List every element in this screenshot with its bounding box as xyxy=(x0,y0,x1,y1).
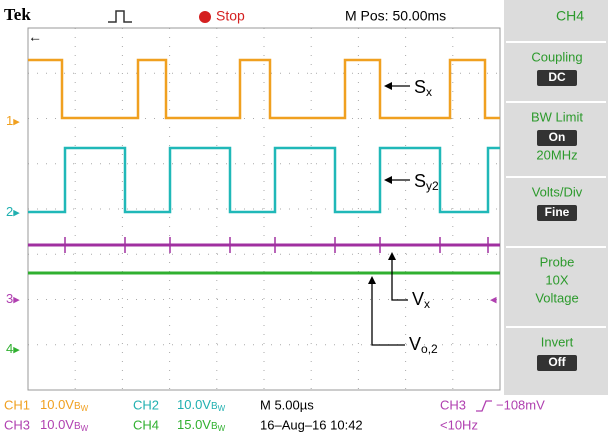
status: Stop xyxy=(216,8,245,24)
menu-value: Fine xyxy=(545,205,570,219)
ch-label: CH3 xyxy=(4,417,30,432)
scope-screen: Tek Stop M Pos: 50.00ms CH4 ← 1▸ 2▸ 3▸ 4… xyxy=(0,0,608,439)
menu-value: On xyxy=(549,130,566,144)
scale: 15.0V xyxy=(177,417,211,432)
menu-value: DC xyxy=(548,70,566,84)
ch1-marker: 1▸ xyxy=(6,113,20,128)
menu-value: Off xyxy=(548,355,566,369)
annotation-main: V xyxy=(412,289,424,309)
ch-label: CH4 xyxy=(133,417,159,432)
annotation-sub: x xyxy=(426,85,432,99)
ch4-marker: 4▸ xyxy=(6,341,20,356)
scale: 10.0V xyxy=(40,397,74,412)
annotation-sub: y2 xyxy=(426,179,439,193)
brand: Tek xyxy=(4,5,31,24)
trigger-pos: ← xyxy=(28,29,42,45)
annotation-main: S xyxy=(414,171,426,191)
menu-title: Probe xyxy=(540,254,575,269)
annotation-main: S xyxy=(414,77,426,97)
bw-sub: W xyxy=(81,404,89,413)
annotation-main: V xyxy=(409,334,421,354)
position: M Pos: 50.00ms xyxy=(345,8,446,24)
trigger-level: −108mV xyxy=(496,397,545,412)
marker: 1 xyxy=(6,113,13,128)
scale: 10.0V xyxy=(40,417,74,432)
ch-label: CH1 xyxy=(4,397,30,412)
bw-sub: W xyxy=(218,424,226,433)
menu-title: Volts/Div xyxy=(532,184,583,199)
menu-title: Invert xyxy=(541,334,574,349)
trigger-level-marker: ◂ xyxy=(490,291,497,306)
scale: 10.0V xyxy=(177,397,211,412)
menu-title: Coupling xyxy=(531,49,582,64)
trigger-frequency: <10Hz xyxy=(440,417,478,432)
bw-sub: W xyxy=(218,404,226,413)
ch2-marker: 2▸ xyxy=(6,204,20,219)
menu-title: BW Limit xyxy=(531,109,583,124)
bw-sub: W xyxy=(81,424,89,433)
marker: 2 xyxy=(6,204,13,219)
trigger-channel: CH3 xyxy=(440,397,466,412)
menu-extra: 20MHz xyxy=(536,147,577,162)
menu-line: 10X xyxy=(545,272,568,287)
ch3-marker: 3▸ xyxy=(6,291,20,306)
stop-icon xyxy=(199,11,211,23)
menu-channel: CH4 xyxy=(556,8,584,24)
timebase: M 5.00µs xyxy=(260,397,314,412)
annotation-sub: x xyxy=(424,297,430,311)
menu-line: Voltage xyxy=(535,290,578,305)
ch-label: CH2 xyxy=(133,397,159,412)
marker: 4 xyxy=(6,341,13,356)
date: 16–Aug–16 10:42 xyxy=(260,417,363,432)
marker: 3 xyxy=(6,291,13,306)
annotation-sub: o,2 xyxy=(421,342,438,356)
